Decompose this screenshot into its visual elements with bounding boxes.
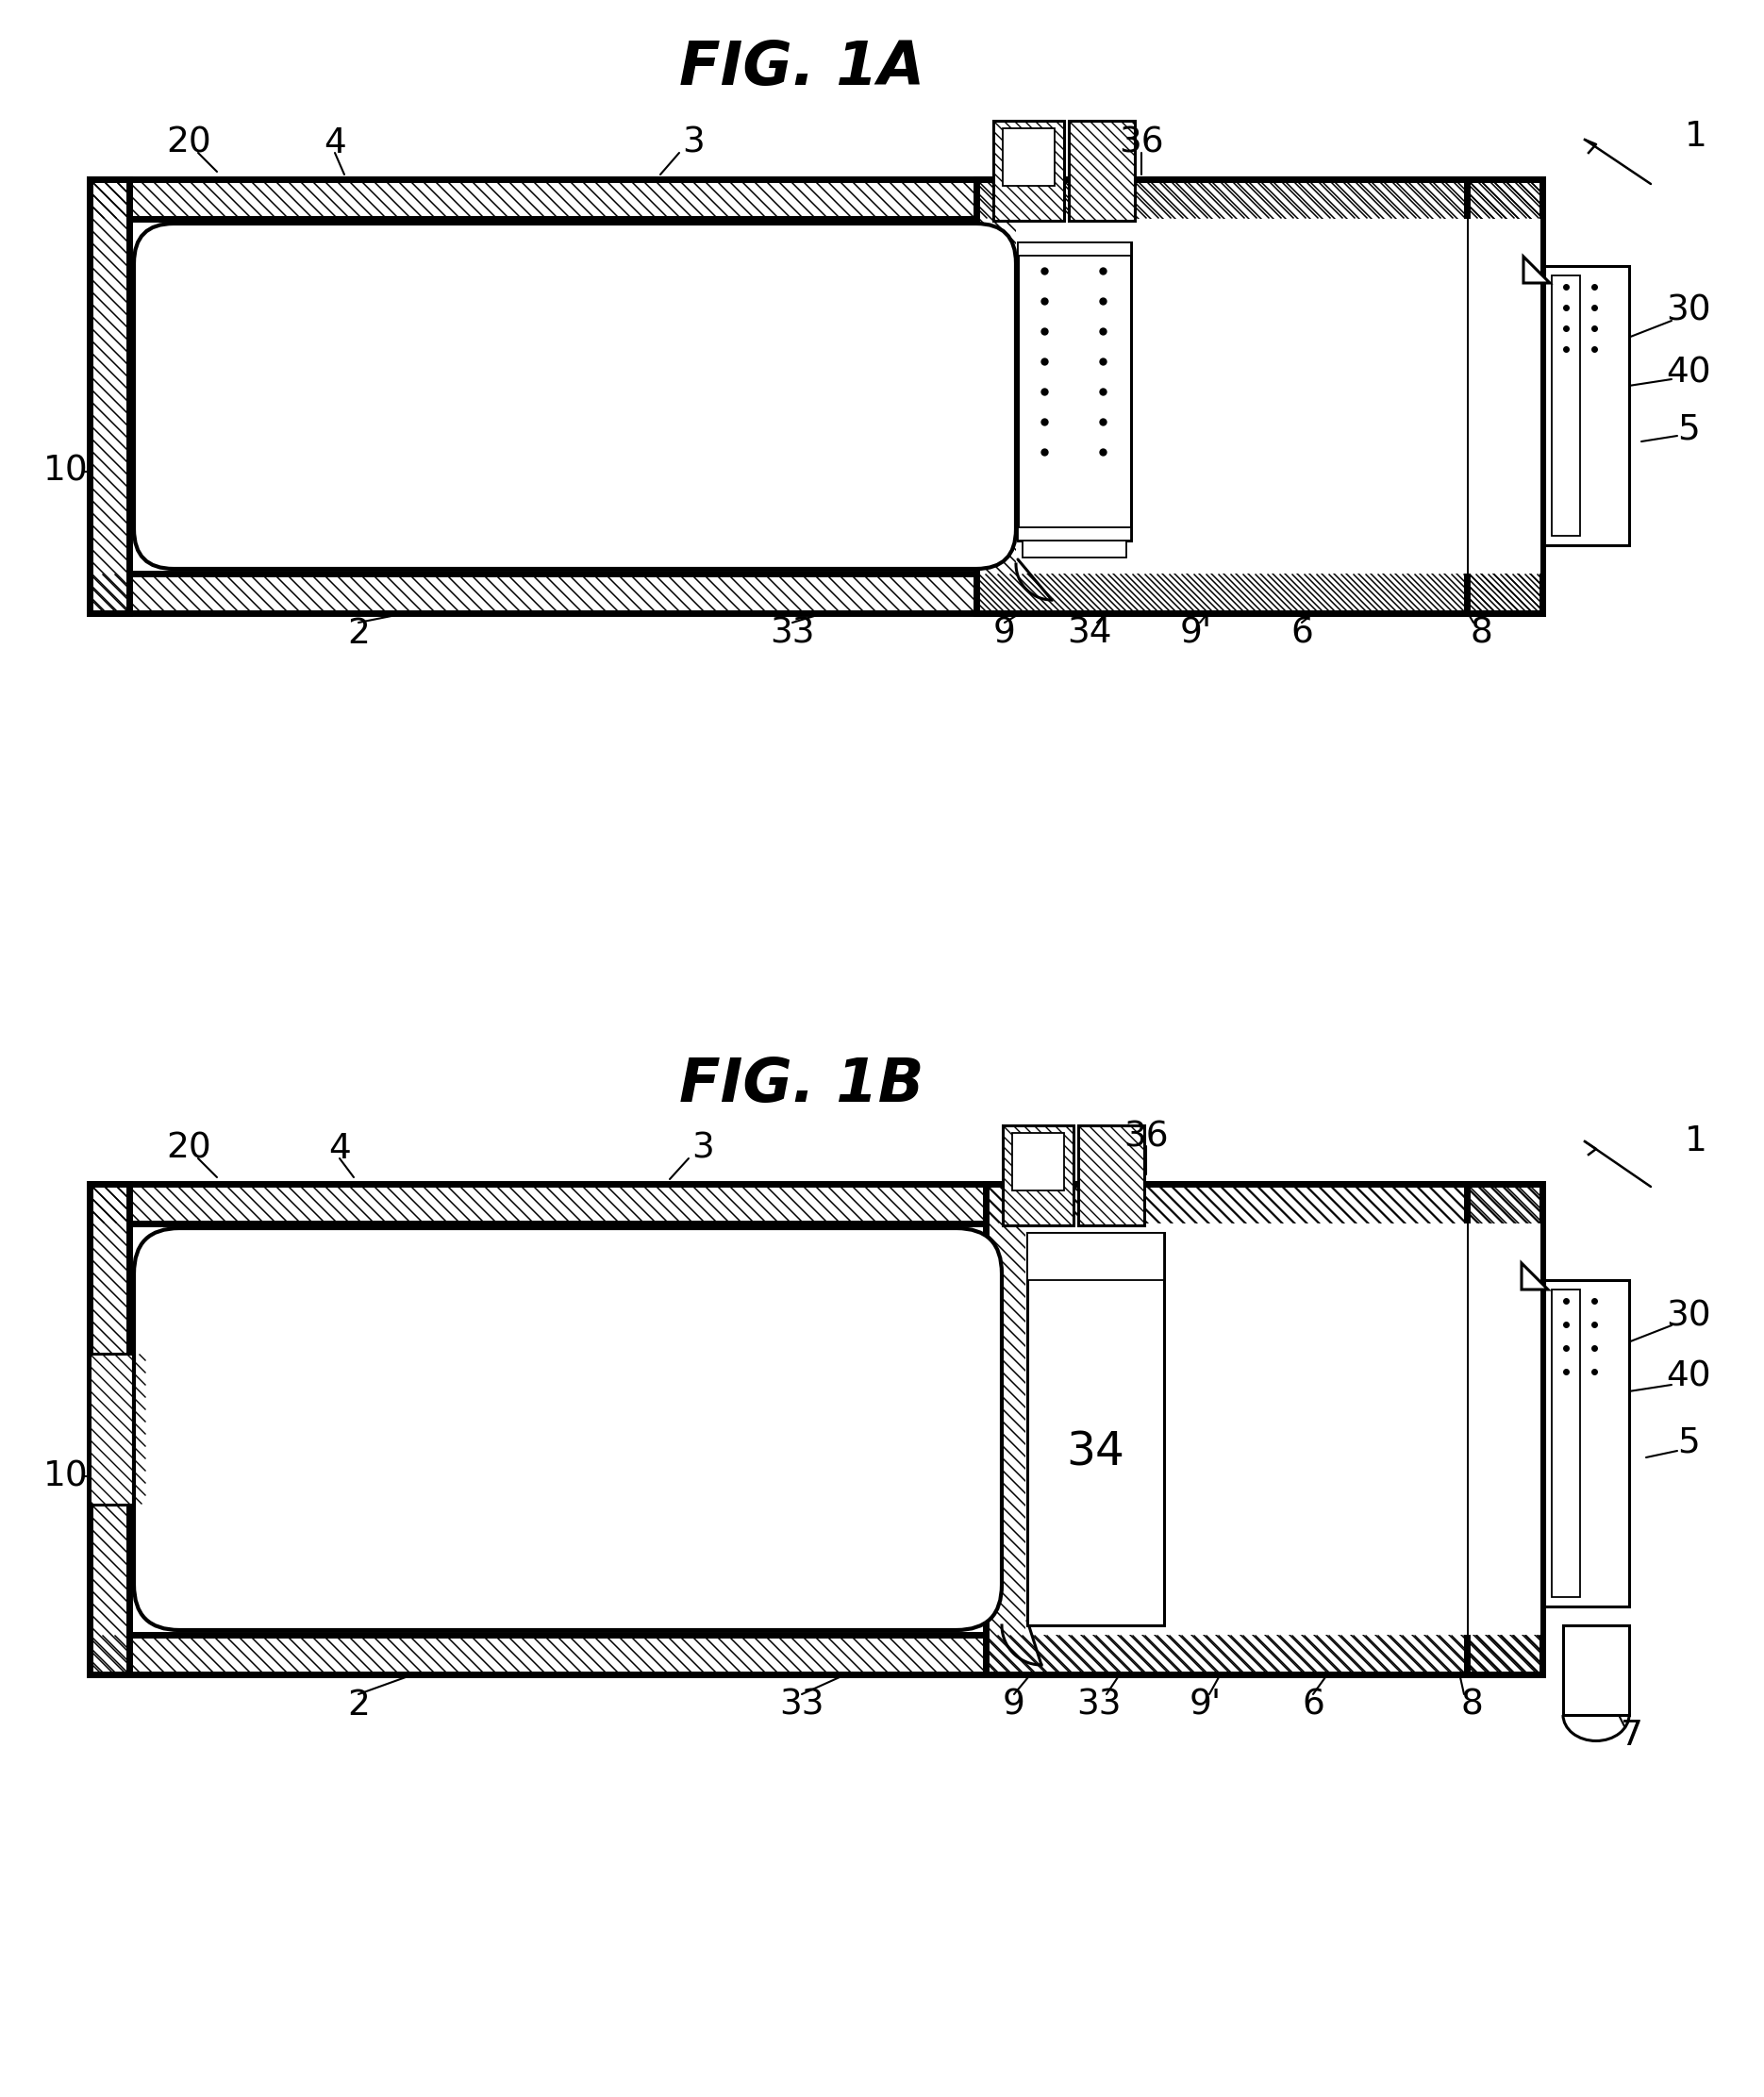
Text: 10: 10 <box>44 1460 88 1493</box>
Text: FIG. 1B: FIG. 1B <box>679 1055 924 1114</box>
Text: 20: 20 <box>166 126 212 159</box>
Text: 36: 36 <box>1118 126 1164 159</box>
Bar <box>1027 1233 1164 1625</box>
Text: 7: 7 <box>1621 1720 1644 1753</box>
Bar <box>1016 218 1468 575</box>
Bar <box>1025 1223 1468 1636</box>
Bar <box>986 1185 1542 1673</box>
Bar <box>90 178 1542 218</box>
Text: 40: 40 <box>1665 1361 1711 1395</box>
Text: 5: 5 <box>1678 413 1700 447</box>
Text: 5: 5 <box>1678 1426 1700 1460</box>
Text: 33: 33 <box>780 1688 824 1722</box>
Bar <box>1469 1223 1540 1636</box>
Bar <box>1468 178 1542 612</box>
Bar <box>1544 266 1630 545</box>
Text: 10: 10 <box>44 455 88 489</box>
Text: 4: 4 <box>328 1132 351 1166</box>
Bar <box>1468 1185 1542 1673</box>
Bar <box>90 1185 129 1673</box>
Bar <box>1552 1290 1581 1598</box>
Text: 34: 34 <box>1065 1430 1124 1476</box>
Bar <box>1027 1233 1164 1279</box>
Text: 36: 36 <box>1124 1120 1168 1153</box>
Bar <box>1469 218 1540 575</box>
Text: 1: 1 <box>1685 120 1708 153</box>
Text: FIG. 1A: FIG. 1A <box>679 38 924 96</box>
Text: 34: 34 <box>1067 617 1111 650</box>
Bar <box>129 218 1542 575</box>
Text: 3: 3 <box>691 1132 714 1166</box>
Text: 8: 8 <box>1461 1688 1484 1722</box>
Text: 40: 40 <box>1665 356 1711 390</box>
Polygon shape <box>1524 256 1551 283</box>
Text: 9: 9 <box>993 617 1016 650</box>
Bar <box>1013 1132 1064 1191</box>
Bar <box>90 575 1542 612</box>
Bar <box>1069 122 1134 220</box>
Bar <box>1018 526 1131 541</box>
Polygon shape <box>1522 1262 1549 1290</box>
Bar <box>1018 243 1131 256</box>
Text: 2: 2 <box>348 1688 370 1722</box>
FancyBboxPatch shape <box>134 1229 1002 1629</box>
Text: 6: 6 <box>1291 617 1312 650</box>
Bar <box>90 1185 1542 1223</box>
Text: 9': 9' <box>1189 1688 1222 1722</box>
Text: 30: 30 <box>1665 294 1711 329</box>
Text: 2: 2 <box>348 617 370 650</box>
Bar <box>90 1636 1542 1673</box>
Bar <box>1002 128 1055 187</box>
Bar <box>90 178 129 612</box>
Text: 20: 20 <box>166 1132 212 1166</box>
Text: 6: 6 <box>1302 1688 1325 1722</box>
Text: 33: 33 <box>769 617 815 650</box>
Text: 33: 33 <box>1076 1688 1122 1722</box>
Bar <box>1544 1279 1630 1606</box>
Text: 9': 9' <box>1180 617 1212 650</box>
Bar <box>1078 1126 1145 1225</box>
Text: 9: 9 <box>1002 1688 1025 1722</box>
Text: 3: 3 <box>683 126 704 159</box>
Bar <box>1018 243 1131 541</box>
Bar <box>1023 541 1127 558</box>
Text: 1: 1 <box>1685 1124 1708 1158</box>
Text: 4: 4 <box>323 126 346 159</box>
FancyBboxPatch shape <box>134 224 1016 568</box>
Bar <box>90 1355 146 1504</box>
Bar <box>1552 275 1581 537</box>
Text: 8: 8 <box>1469 617 1492 650</box>
Bar <box>129 1223 1542 1636</box>
Bar <box>1002 1126 1074 1225</box>
Bar <box>993 122 1064 220</box>
Text: 30: 30 <box>1665 1298 1711 1334</box>
Bar <box>975 178 1542 612</box>
Bar <box>1563 1625 1630 1715</box>
